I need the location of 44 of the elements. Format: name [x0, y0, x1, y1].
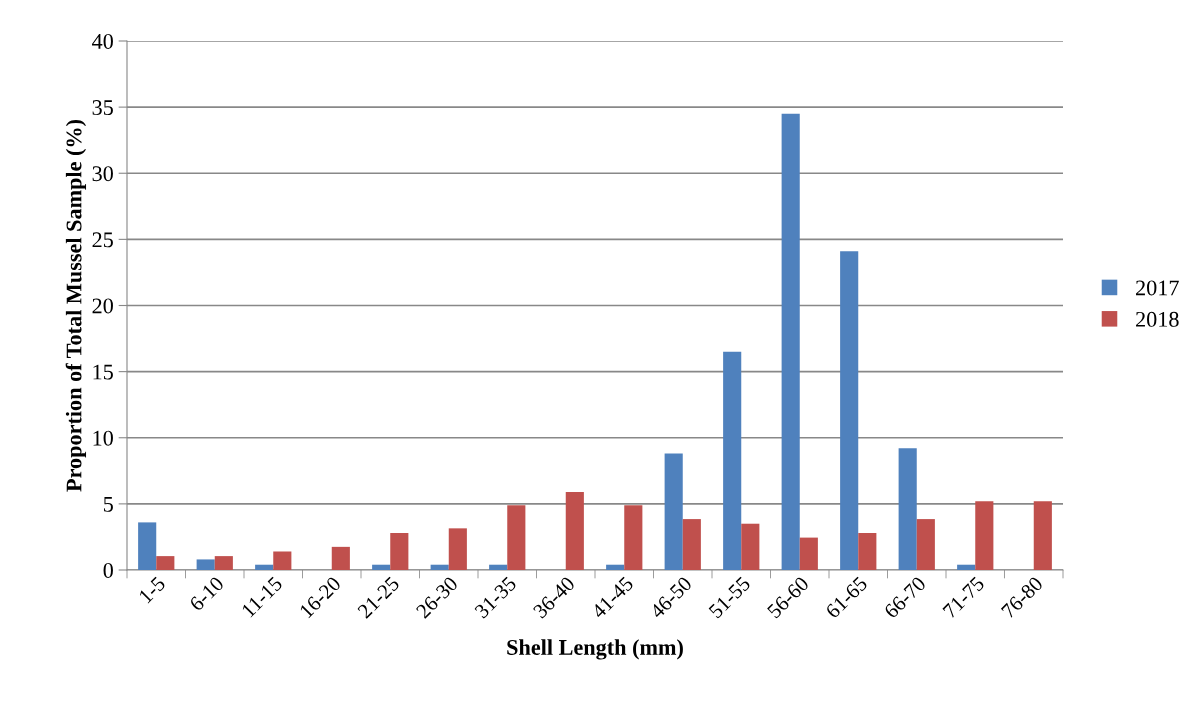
bar	[448, 528, 467, 570]
bar	[489, 564, 508, 570]
bar	[565, 491, 584, 570]
x-axis-title: Shell Length (mm)	[507, 639, 683, 660]
bar	[372, 564, 391, 570]
bar	[975, 501, 994, 570]
bar	[916, 519, 935, 570]
x-tick-label: 6-10	[188, 575, 225, 612]
x-tick-label: 1-5	[138, 575, 167, 604]
bar	[799, 537, 818, 570]
y-tick-label: 40	[92, 33, 113, 49]
bar	[606, 564, 625, 570]
bar	[331, 546, 350, 570]
y-tick-label: 10	[93, 430, 113, 446]
bar	[430, 564, 449, 570]
y-tick-label: 35	[92, 100, 113, 116]
bar	[138, 522, 157, 570]
bar	[664, 453, 683, 570]
bar	[624, 505, 643, 570]
bar	[255, 564, 274, 570]
bar	[741, 523, 760, 570]
bar	[214, 556, 233, 570]
bar	[196, 559, 215, 570]
y-axis-title: Proportion of Total Mussel Sample (%)	[65, 119, 87, 492]
bar	[858, 532, 877, 570]
bar	[1033, 501, 1052, 570]
bar	[957, 564, 976, 570]
y-tick-label: 25	[92, 232, 113, 248]
y-tick-label: 0	[103, 562, 113, 578]
bar	[682, 519, 701, 570]
bar	[898, 448, 917, 570]
bar	[840, 251, 859, 570]
y-tick-label: 15	[93, 364, 113, 380]
bar	[723, 351, 742, 570]
bar	[390, 532, 409, 570]
bar	[507, 505, 526, 570]
bar	[156, 556, 175, 570]
legend-label: 2017	[1136, 280, 1179, 296]
bar	[273, 551, 292, 570]
bar	[781, 113, 800, 570]
y-tick-label: 5	[103, 497, 113, 512]
y-tick-label: 30	[92, 166, 113, 182]
legend-label: 2018	[1136, 311, 1179, 327]
y-tick-label: 20	[92, 298, 113, 314]
